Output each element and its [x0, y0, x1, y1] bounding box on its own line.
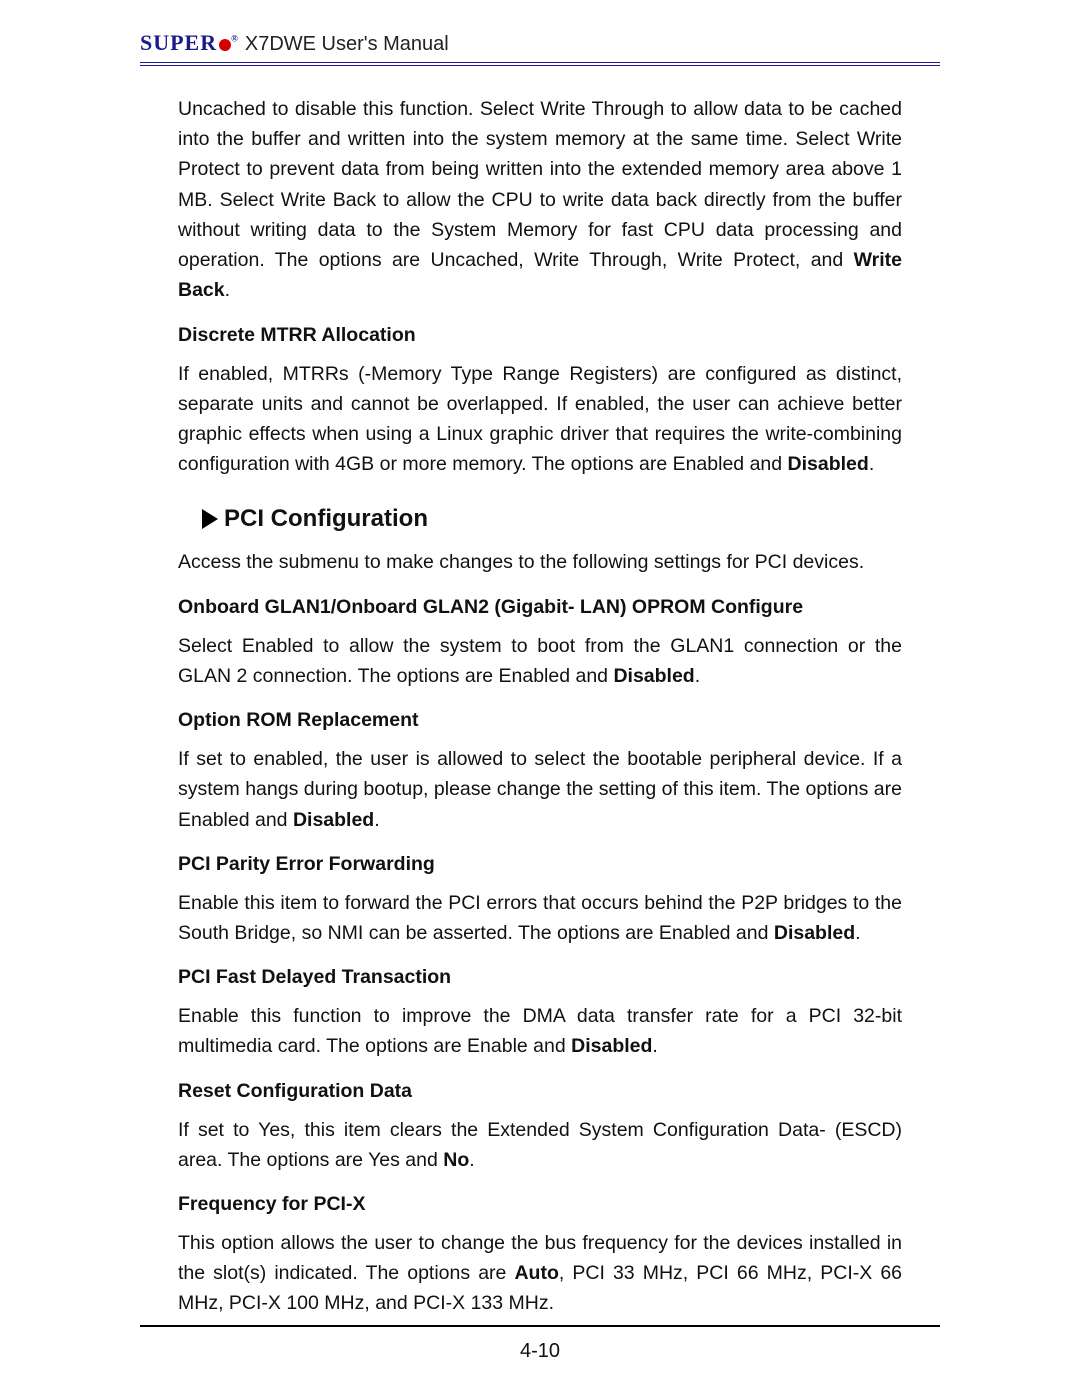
oprom-paragraph: If set to enabled, the user is allowed t…	[178, 744, 902, 835]
parity-heading: PCI Parity Error Forwarding	[178, 853, 902, 876]
fastdelay-heading: PCI Fast Delayed Transaction	[178, 966, 902, 989]
reset-text: If set to Yes, this item clears the Exte…	[178, 1119, 902, 1171]
oprom-heading: Option ROM Replacement	[178, 709, 902, 732]
intro-text: Uncached to disable this function. Selec…	[178, 98, 902, 271]
fastdelay-paragraph: Enable this function to improve the DMA …	[178, 1001, 902, 1061]
footer-rule	[140, 1325, 940, 1327]
brand-dot-icon	[219, 39, 231, 51]
glan-paragraph: Select Enabled to allow the system to bo…	[178, 631, 902, 691]
registered-icon: ®	[231, 34, 239, 44]
mtrr-tail: .	[869, 453, 874, 475]
freq-heading: Frequency for PCI-X	[178, 1193, 902, 1216]
mtrr-bold: Disabled	[788, 453, 869, 475]
pci-intro: Access the submenu to make changes to th…	[178, 547, 902, 577]
oprom-text: If set to enabled, the user is allowed t…	[178, 748, 902, 830]
parity-paragraph: Enable this item to forward the PCI erro…	[178, 888, 902, 948]
pci-section-title: PCI Configuration	[224, 505, 428, 533]
glan-text: Select Enabled to allow the system to bo…	[178, 635, 902, 687]
intro-paragraph: Uncached to disable this function. Selec…	[178, 94, 902, 306]
oprom-tail: .	[374, 809, 379, 831]
page-header: SUPER ® X7DWE User's Manual	[140, 30, 940, 66]
brand-text: SUPER	[140, 30, 217, 55]
fastdelay-text: Enable this function to improve the DMA …	[178, 1005, 902, 1057]
triangle-icon	[202, 509, 218, 529]
page-content: Uncached to disable this function. Selec…	[140, 94, 940, 1319]
brand-logo: SUPER ®	[140, 30, 239, 56]
mtrr-paragraph: If enabled, MTRRs (-Memory Type Range Re…	[178, 359, 902, 480]
mtrr-heading: Discrete MTRR Allocation	[178, 324, 902, 347]
parity-tail: .	[855, 922, 860, 944]
reset-bold: No	[443, 1149, 469, 1171]
pci-section-heading: PCI Configuration	[202, 505, 902, 533]
page-container: SUPER ® X7DWE User's Manual Uncached to d…	[0, 0, 1080, 1319]
glan-bold: Disabled	[613, 665, 694, 687]
reset-tail: .	[469, 1149, 474, 1171]
freq-bold: Auto	[514, 1262, 558, 1284]
fastdelay-bold: Disabled	[571, 1035, 652, 1057]
parity-bold: Disabled	[774, 922, 855, 944]
glan-heading: Onboard GLAN1/Onboard GLAN2 (Gigabit- LA…	[178, 596, 902, 619]
intro-tail: .	[225, 279, 230, 301]
reset-heading: Reset Configuration Data	[178, 1080, 902, 1103]
page-number: 4-10	[0, 1340, 1080, 1363]
oprom-bold: Disabled	[293, 809, 374, 831]
freq-paragraph: This option allows the user to change th…	[178, 1228, 902, 1319]
manual-title: X7DWE User's Manual	[245, 33, 449, 56]
fastdelay-tail: .	[652, 1035, 657, 1057]
reset-paragraph: If set to Yes, this item clears the Exte…	[178, 1115, 902, 1175]
glan-tail: .	[695, 665, 700, 687]
